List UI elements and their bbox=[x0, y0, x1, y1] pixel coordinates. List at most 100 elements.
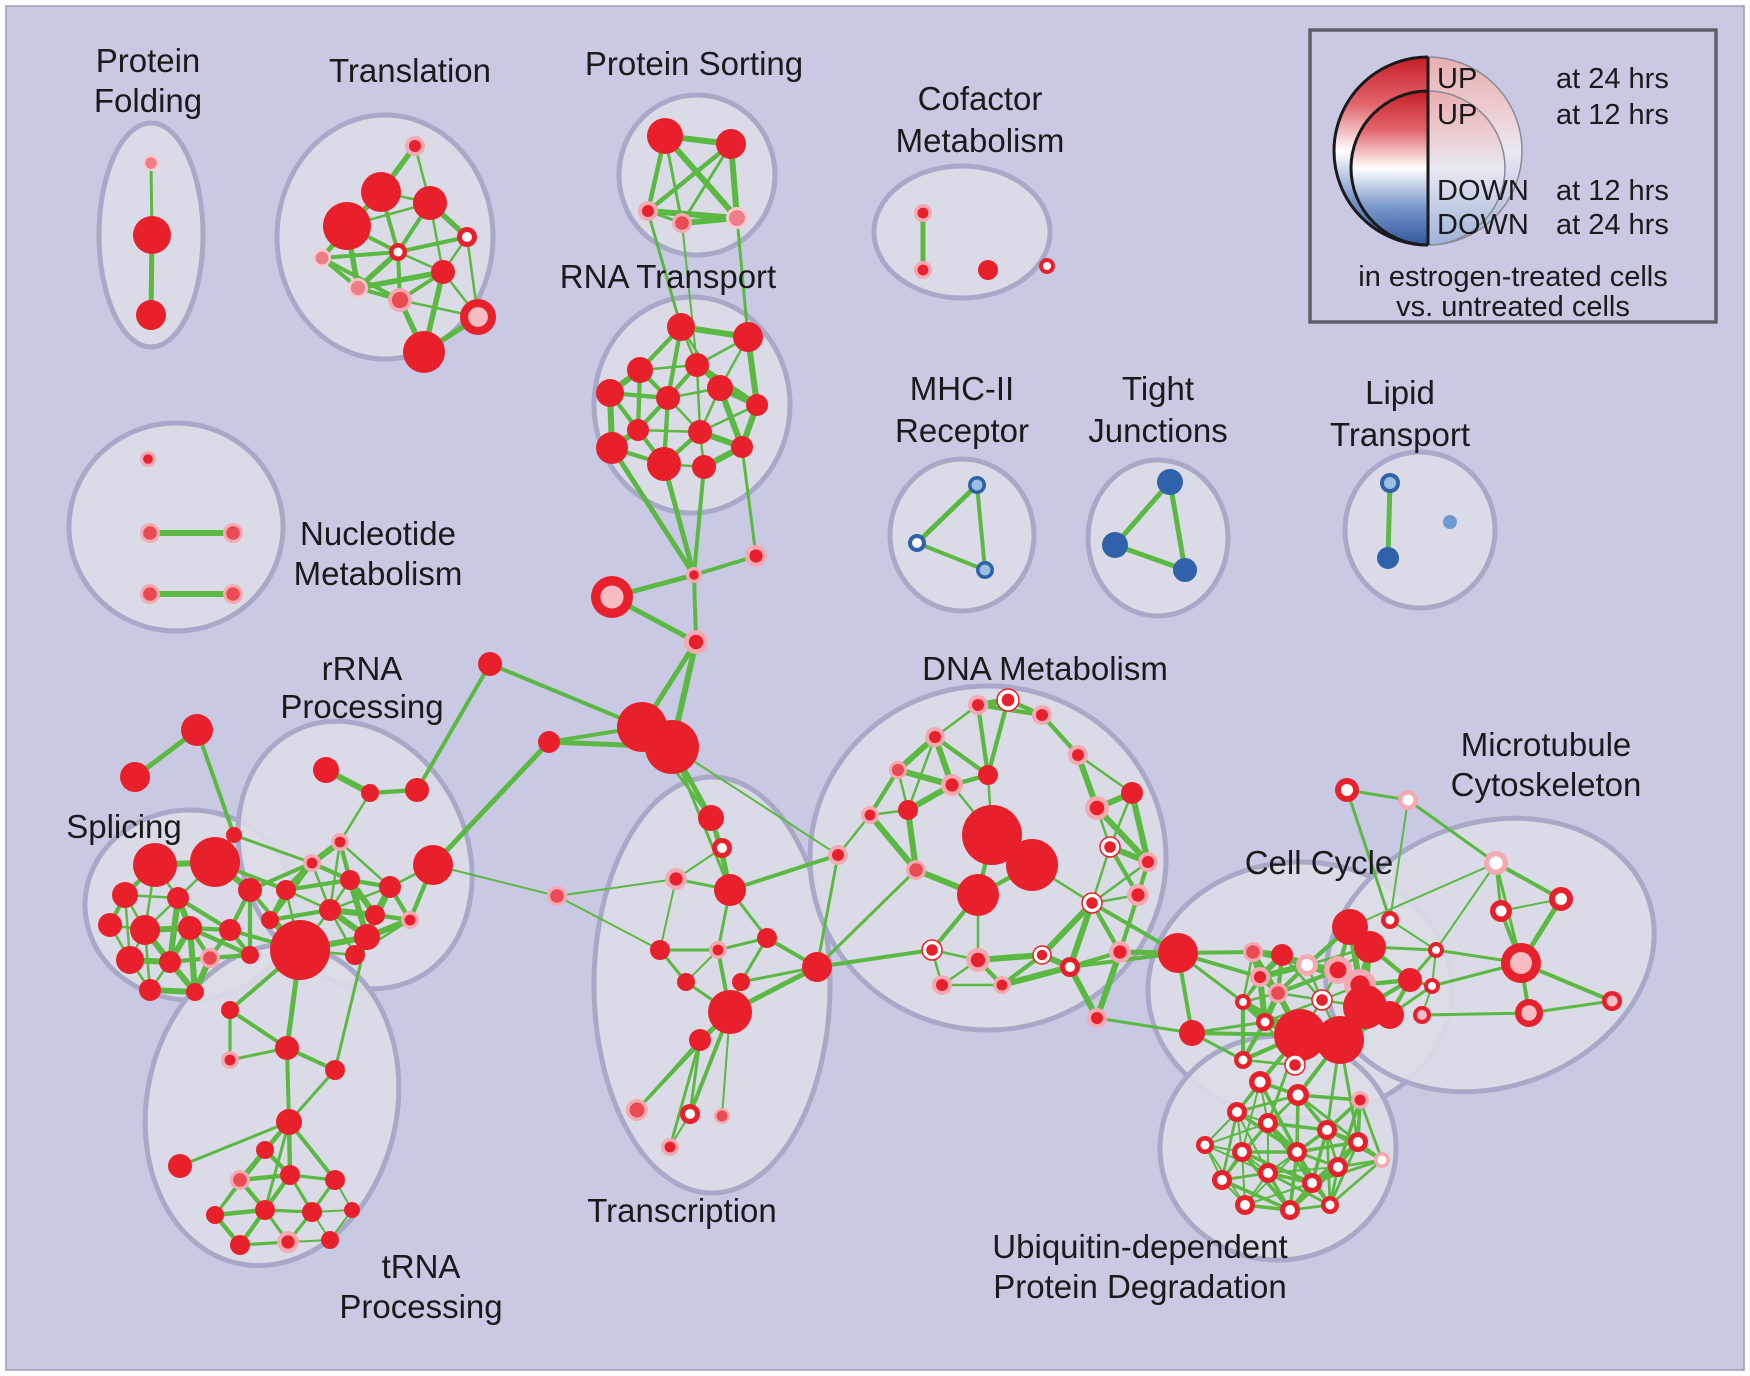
legend-up-12-dir: UP bbox=[1437, 99, 1477, 131]
edge-dna-metabolism bbox=[998, 963, 1074, 989]
node-R bbox=[1006, 839, 1058, 891]
node-R bbox=[1179, 1020, 1205, 1046]
node-Rw-core bbox=[1240, 1200, 1250, 1210]
node-Rw-core bbox=[393, 247, 403, 257]
node-R bbox=[647, 447, 681, 481]
node-pR-core bbox=[936, 979, 948, 991]
node-R bbox=[707, 375, 733, 401]
node-R bbox=[226, 827, 242, 843]
node-Rw-core bbox=[1385, 915, 1395, 925]
node-R bbox=[698, 805, 724, 831]
node-R bbox=[133, 843, 177, 887]
node-P2-core bbox=[391, 291, 409, 309]
node-pR-core bbox=[143, 454, 153, 464]
cluster-cofactor-metabolism-ellipse bbox=[871, 163, 1053, 301]
cluster-transcription-label: Transcription bbox=[587, 1192, 777, 1229]
node-Rp-core bbox=[600, 585, 624, 609]
edge-translation bbox=[320, 250, 400, 260]
node-R bbox=[344, 1202, 360, 1218]
edge-dna-metabolism bbox=[866, 811, 920, 874]
node-R bbox=[538, 731, 560, 753]
node-R bbox=[677, 973, 695, 991]
legend-down-24-time: at 24 hrs bbox=[1556, 209, 1669, 241]
node-pR-core bbox=[1089, 800, 1105, 816]
edge-bridge bbox=[661, 461, 697, 578]
edge-microtubule-cytoskeleton bbox=[1345, 788, 1392, 922]
node-Rw-core bbox=[1263, 1168, 1273, 1178]
cluster-nucleotide-metabolism-ellipse bbox=[66, 420, 286, 634]
node-pR-core bbox=[664, 1141, 676, 1153]
node-R bbox=[159, 951, 181, 973]
edge-ubiquitin-degradation bbox=[1267, 1166, 1339, 1174]
node-P-core bbox=[350, 280, 366, 296]
node-R bbox=[708, 990, 752, 1034]
node-R bbox=[276, 880, 296, 900]
node-B bbox=[1102, 532, 1128, 558]
edge-dna-metabolism bbox=[932, 734, 991, 778]
edge-microtubule-cytoskeleton bbox=[1406, 798, 1498, 865]
node-R bbox=[645, 720, 699, 774]
node-R bbox=[962, 805, 1022, 865]
cluster-lipid-transport-label: Lipid bbox=[1365, 374, 1435, 411]
edge-dna-metabolism bbox=[1128, 789, 1152, 866]
node-R bbox=[219, 919, 241, 941]
node-P2-core bbox=[629, 1102, 645, 1118]
node-pR-core bbox=[669, 872, 683, 886]
edge-transcription bbox=[556, 878, 677, 897]
edge-trna-processing bbox=[263, 1120, 291, 1212]
node-Rw-core bbox=[1254, 1076, 1266, 1088]
node-Rw-core bbox=[1555, 893, 1567, 905]
edge-bridge bbox=[815, 868, 918, 969]
node-R bbox=[1274, 1009, 1326, 1061]
node-R bbox=[276, 1109, 302, 1135]
cluster-nucleotide-metabolism-label: Nucleotide bbox=[300, 515, 456, 552]
node-P2-core bbox=[143, 587, 157, 601]
node-R bbox=[190, 837, 240, 887]
node-pRw-core bbox=[1300, 958, 1314, 972]
edge-transcription bbox=[556, 895, 661, 951]
cluster-nucleotide-metabolism-label: Metabolism bbox=[294, 555, 463, 592]
node-R bbox=[978, 765, 998, 785]
node-R bbox=[120, 762, 150, 792]
node-Rw-core bbox=[1285, 1205, 1295, 1215]
edge-bridge bbox=[815, 853, 840, 969]
edge-microtubule-cytoskeleton bbox=[1435, 862, 1497, 951]
node-R bbox=[241, 946, 259, 964]
node-Rw-core bbox=[1065, 962, 1075, 972]
node-wR-core bbox=[1086, 897, 1098, 909]
node-R bbox=[1354, 931, 1386, 963]
cluster-trna-processing-label: tRNA bbox=[382, 1248, 461, 1285]
node-P2-core bbox=[143, 526, 157, 540]
node-Rw-core bbox=[1200, 1140, 1210, 1150]
node-Rw-core bbox=[1237, 1147, 1247, 1157]
node-B bbox=[1173, 558, 1197, 582]
node-pR-core bbox=[334, 836, 346, 848]
legend-down-24-dir: DOWN bbox=[1437, 209, 1529, 241]
cluster-ubiquitin-degradation-label: Ubiquitin-dependent bbox=[992, 1228, 1287, 1265]
edge-dna-metabolism bbox=[975, 702, 991, 778]
node-Rw-core bbox=[1495, 905, 1507, 917]
node-R bbox=[957, 874, 999, 916]
node-wR-core bbox=[1036, 949, 1048, 961]
edge-bridge bbox=[430, 739, 552, 868]
node-pR-core bbox=[409, 140, 421, 152]
node-R bbox=[478, 652, 502, 676]
node-R bbox=[731, 436, 753, 458]
node-R bbox=[261, 911, 279, 929]
edge-ubiquitin-degradation bbox=[1310, 1158, 1384, 1185]
node-pR-core bbox=[749, 549, 763, 563]
node-R bbox=[168, 1154, 192, 1178]
legend-box bbox=[1308, 28, 1718, 324]
edge-bridge bbox=[692, 465, 706, 577]
node-pRw-core bbox=[1489, 856, 1503, 870]
node-Rw-core bbox=[1232, 1107, 1242, 1117]
node-pR-core bbox=[1131, 888, 1145, 902]
node-wR-core bbox=[1316, 994, 1328, 1006]
node-pR-core bbox=[306, 857, 318, 869]
cluster-mhc-ii-receptor-label: Receptor bbox=[895, 412, 1029, 449]
edge-translation bbox=[396, 235, 469, 254]
node-pR-core bbox=[1142, 856, 1154, 868]
